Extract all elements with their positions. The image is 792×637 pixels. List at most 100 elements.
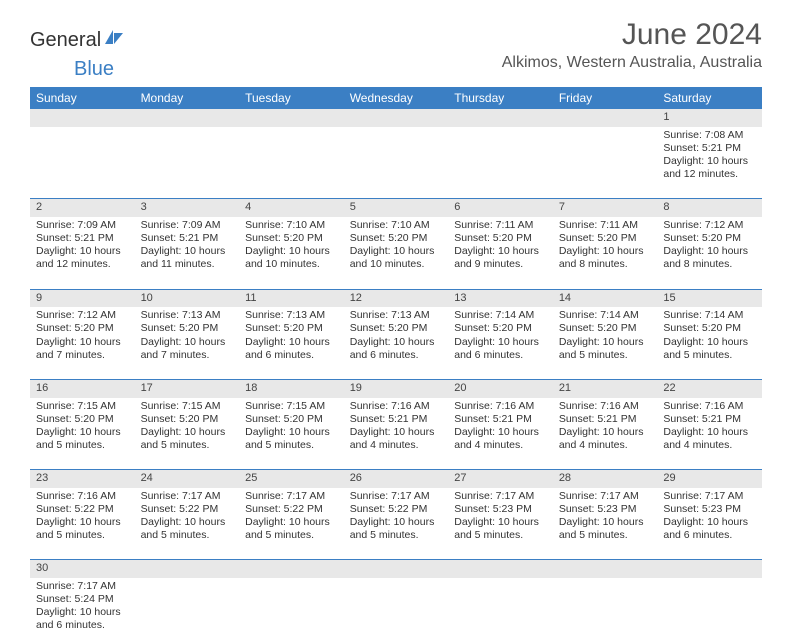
daylight-text-1: Daylight: 10 hours: [454, 336, 547, 349]
day-cell: [239, 127, 344, 199]
week-row: Sunrise: 7:17 AMSunset: 5:24 PMDaylight:…: [30, 578, 762, 637]
day-cell: Sunrise: 7:12 AMSunset: 5:20 PMDaylight:…: [30, 307, 135, 379]
day-number-cell: 7: [553, 199, 658, 217]
sunset-text: Sunset: 5:22 PM: [350, 503, 443, 516]
daylight-text-1: Daylight: 10 hours: [141, 516, 234, 529]
daylight-text-1: Daylight: 10 hours: [350, 426, 443, 439]
sunset-text: Sunset: 5:21 PM: [454, 413, 547, 426]
daylight-text-2: and 12 minutes.: [36, 258, 129, 271]
week-row: Sunrise: 7:15 AMSunset: 5:20 PMDaylight:…: [30, 398, 762, 470]
sunset-text: Sunset: 5:20 PM: [141, 322, 234, 335]
daylight-text-1: Daylight: 10 hours: [245, 245, 338, 258]
day-cell: Sunrise: 7:17 AMSunset: 5:22 PMDaylight:…: [344, 488, 449, 560]
daylight-text-2: and 5 minutes.: [663, 349, 756, 362]
sunrise-text: Sunrise: 7:10 AM: [350, 219, 443, 232]
day-number-cell: 4: [239, 199, 344, 217]
sunrise-text: Sunrise: 7:11 AM: [559, 219, 652, 232]
sunset-text: Sunset: 5:21 PM: [350, 413, 443, 426]
day-cell: Sunrise: 7:14 AMSunset: 5:20 PMDaylight:…: [448, 307, 553, 379]
calendar-table: Sunday Monday Tuesday Wednesday Thursday…: [30, 87, 762, 637]
day-number-cell: 8: [657, 199, 762, 217]
day-number-cell: 13: [448, 289, 553, 307]
daylight-text-2: and 4 minutes.: [663, 439, 756, 452]
day-number-cell: 6: [448, 199, 553, 217]
daylight-text-1: Daylight: 10 hours: [663, 336, 756, 349]
sunrise-text: Sunrise: 7:17 AM: [454, 490, 547, 503]
daynum-row: 16171819202122: [30, 379, 762, 397]
sunset-text: Sunset: 5:20 PM: [36, 322, 129, 335]
sunset-text: Sunset: 5:20 PM: [141, 413, 234, 426]
daylight-text-1: Daylight: 10 hours: [350, 516, 443, 529]
week-row: Sunrise: 7:16 AMSunset: 5:22 PMDaylight:…: [30, 488, 762, 560]
sunrise-text: Sunrise: 7:13 AM: [350, 309, 443, 322]
daylight-text-2: and 6 minutes.: [663, 529, 756, 542]
day-number-cell: 29: [657, 470, 762, 488]
day-number-cell: 2: [30, 199, 135, 217]
sunrise-text: Sunrise: 7:15 AM: [141, 400, 234, 413]
day-number-cell: 20: [448, 379, 553, 397]
daylight-text-1: Daylight: 10 hours: [454, 426, 547, 439]
sunrise-text: Sunrise: 7:17 AM: [141, 490, 234, 503]
logo: General: [30, 28, 127, 52]
dow-monday: Monday: [135, 87, 240, 109]
day-number-cell: 26: [344, 470, 449, 488]
sunset-text: Sunset: 5:21 PM: [36, 232, 129, 245]
daylight-text-1: Daylight: 10 hours: [245, 516, 338, 529]
sunrise-text: Sunrise: 7:16 AM: [36, 490, 129, 503]
daylight-text-2: and 6 minutes.: [350, 349, 443, 362]
day-number-cell: 9: [30, 289, 135, 307]
day-number-cell: 21: [553, 379, 658, 397]
day-cell: Sunrise: 7:16 AMSunset: 5:21 PMDaylight:…: [448, 398, 553, 470]
day-number-cell: [344, 560, 449, 578]
sunset-text: Sunset: 5:20 PM: [454, 232, 547, 245]
sunset-text: Sunset: 5:20 PM: [350, 322, 443, 335]
sunset-text: Sunset: 5:23 PM: [663, 503, 756, 516]
daylight-text-2: and 10 minutes.: [350, 258, 443, 271]
daylight-text-2: and 9 minutes.: [454, 258, 547, 271]
day-cell: Sunrise: 7:13 AMSunset: 5:20 PMDaylight:…: [239, 307, 344, 379]
day-cell: Sunrise: 7:08 AMSunset: 5:21 PMDaylight:…: [657, 127, 762, 199]
daylight-text-1: Daylight: 10 hours: [663, 245, 756, 258]
sunset-text: Sunset: 5:20 PM: [454, 322, 547, 335]
daylight-text-1: Daylight: 10 hours: [559, 245, 652, 258]
sunset-text: Sunset: 5:20 PM: [245, 232, 338, 245]
daylight-text-1: Daylight: 10 hours: [36, 336, 129, 349]
daylight-text-2: and 5 minutes.: [141, 439, 234, 452]
daynum-row: 30: [30, 560, 762, 578]
month-title: June 2024: [502, 18, 762, 52]
daylight-text-1: Daylight: 10 hours: [141, 245, 234, 258]
sunrise-text: Sunrise: 7:17 AM: [559, 490, 652, 503]
daylight-text-1: Daylight: 10 hours: [559, 336, 652, 349]
sunrise-text: Sunrise: 7:17 AM: [350, 490, 443, 503]
daylight-text-1: Daylight: 10 hours: [663, 516, 756, 529]
daylight-text-2: and 4 minutes.: [454, 439, 547, 452]
day-number-cell: 3: [135, 199, 240, 217]
daylight-text-2: and 5 minutes.: [36, 439, 129, 452]
day-number-cell: [135, 109, 240, 127]
daynum-row: 23242526272829: [30, 470, 762, 488]
sunset-text: Sunset: 5:23 PM: [454, 503, 547, 516]
sunrise-text: Sunrise: 7:10 AM: [245, 219, 338, 232]
day-number-cell: 10: [135, 289, 240, 307]
daylight-text-1: Daylight: 10 hours: [141, 426, 234, 439]
day-cell: Sunrise: 7:17 AMSunset: 5:23 PMDaylight:…: [448, 488, 553, 560]
sunrise-text: Sunrise: 7:13 AM: [245, 309, 338, 322]
day-number-cell: [30, 109, 135, 127]
day-number-cell: [135, 560, 240, 578]
daylight-text-1: Daylight: 10 hours: [141, 336, 234, 349]
day-number-cell: 11: [239, 289, 344, 307]
day-number-cell: 18: [239, 379, 344, 397]
logo-sail-icon: [103, 28, 125, 52]
day-number-cell: 1: [657, 109, 762, 127]
daylight-text-2: and 10 minutes.: [245, 258, 338, 271]
daylight-text-2: and 5 minutes.: [245, 529, 338, 542]
sunrise-text: Sunrise: 7:14 AM: [454, 309, 547, 322]
day-cell: Sunrise: 7:09 AMSunset: 5:21 PMDaylight:…: [30, 217, 135, 289]
daylight-text-2: and 5 minutes.: [350, 529, 443, 542]
daylight-text-2: and 6 minutes.: [36, 619, 129, 632]
daylight-text-1: Daylight: 10 hours: [454, 245, 547, 258]
sunrise-text: Sunrise: 7:09 AM: [36, 219, 129, 232]
sunset-text: Sunset: 5:20 PM: [559, 322, 652, 335]
sunrise-text: Sunrise: 7:13 AM: [141, 309, 234, 322]
day-number-cell: 22: [657, 379, 762, 397]
